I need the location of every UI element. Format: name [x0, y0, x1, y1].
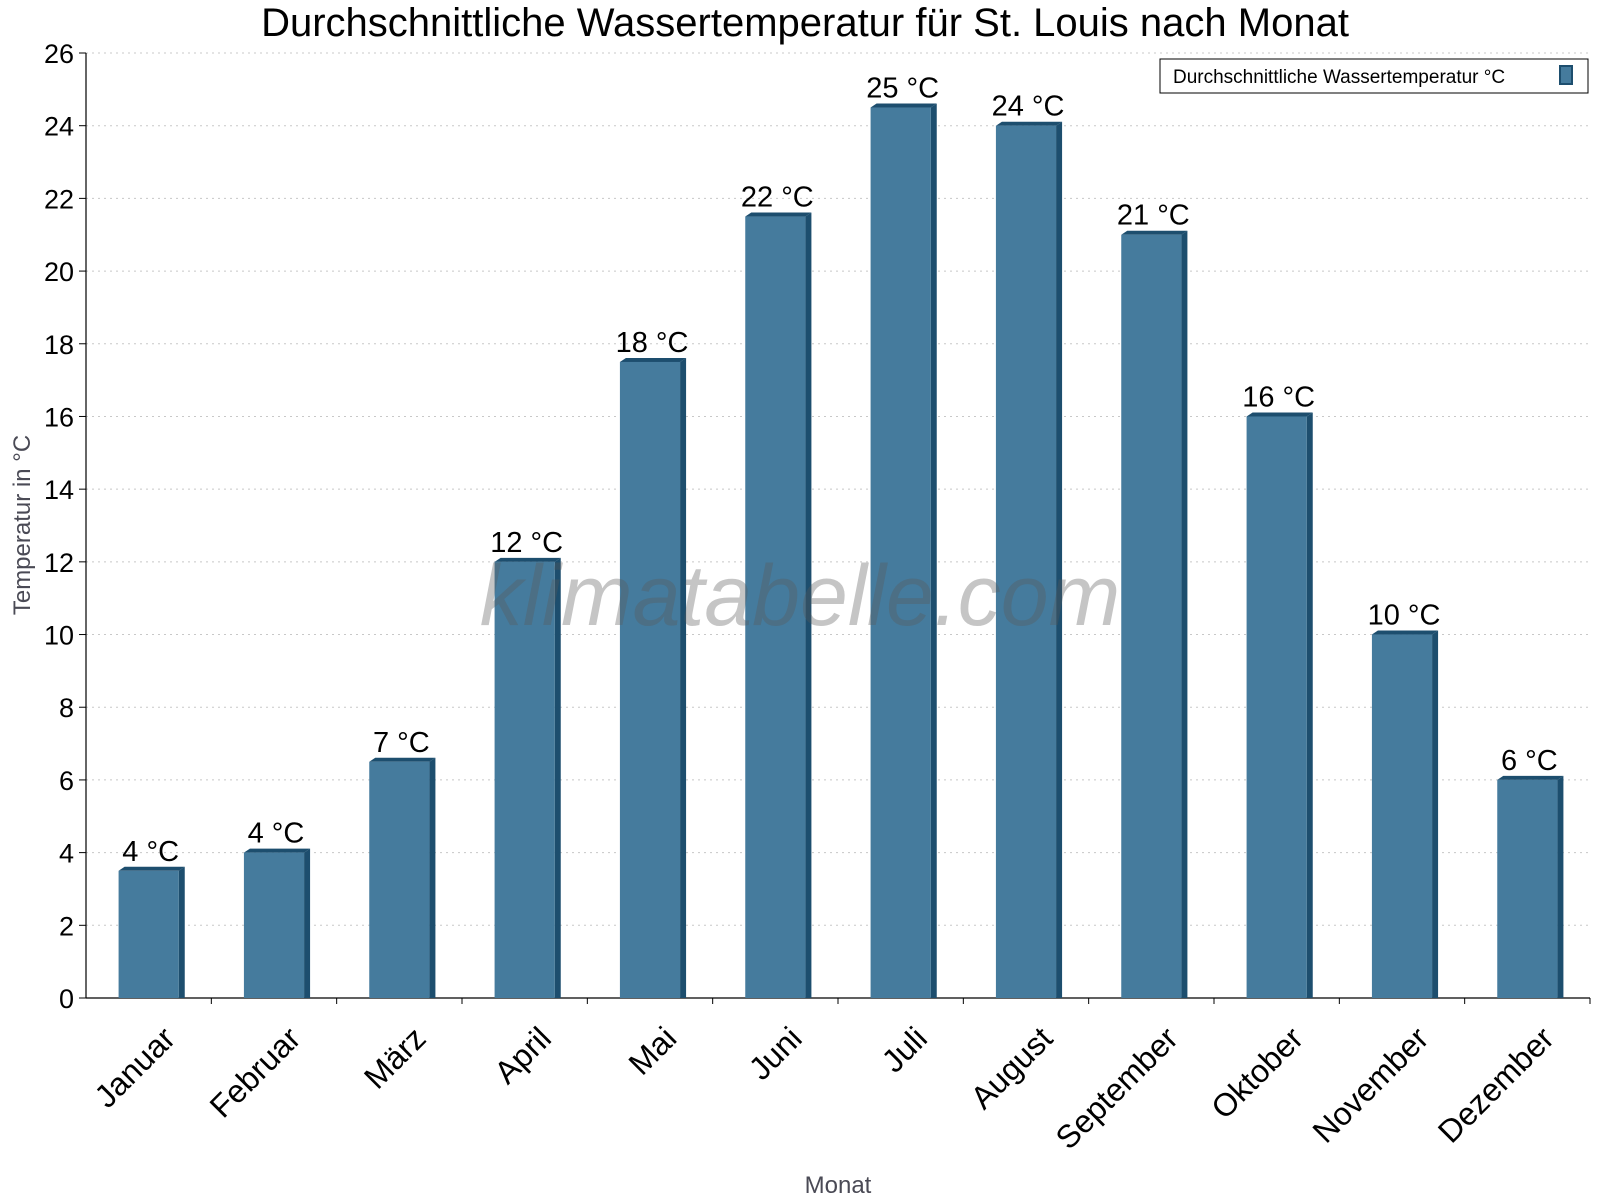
watermark: klimatabelle.com — [480, 548, 1120, 644]
bar-side — [1432, 630, 1439, 998]
x-tick-label: Mai — [621, 1020, 683, 1082]
y-tick-label: 10 — [44, 621, 74, 651]
bar — [1371, 634, 1433, 998]
bar-top — [1371, 630, 1439, 635]
bar — [118, 870, 179, 998]
x-tick-label: Januar — [87, 1020, 182, 1115]
x-axis-title: Monat — [805, 1172, 872, 1199]
x-tick-label: Februar — [203, 1020, 308, 1125]
bar-side — [429, 757, 436, 998]
bar — [1121, 234, 1182, 998]
y-tick-label: 12 — [44, 548, 74, 578]
legend-swatch — [1559, 65, 1573, 85]
x-tick-label: September — [1049, 1020, 1185, 1156]
data-label: 22 °C — [741, 182, 814, 214]
bar — [1246, 416, 1307, 998]
y-tick-label: 4 — [59, 839, 74, 869]
bars — [118, 103, 1564, 999]
bar-top — [369, 757, 436, 762]
chart-title: Durchschnittliche Wassertemperatur für S… — [261, 1, 1349, 45]
bar — [745, 216, 806, 999]
y-tick-label: 14 — [44, 475, 74, 505]
bar-side — [1181, 230, 1188, 998]
bar-side — [1056, 121, 1063, 998]
bar-top — [995, 121, 1063, 126]
y-tick-label: 0 — [59, 984, 74, 1014]
bar-side — [178, 866, 185, 998]
bar-top — [1121, 230, 1188, 235]
bar-top — [745, 212, 812, 217]
bar-top — [243, 848, 311, 853]
bar — [870, 107, 931, 999]
data-label: 4 °C — [248, 818, 305, 850]
bar — [995, 125, 1057, 998]
y-tick-label: 26 — [44, 39, 74, 69]
bar — [494, 561, 555, 998]
y-tick-label: 16 — [44, 402, 74, 432]
bar-side — [554, 557, 561, 998]
data-label: 7 °C — [373, 727, 430, 759]
bar-side — [1557, 775, 1564, 998]
bar — [1497, 779, 1558, 998]
y-tick-label: 24 — [44, 112, 74, 142]
bar — [369, 761, 430, 998]
y-tick-label: 18 — [44, 330, 74, 360]
bar-top — [619, 357, 687, 362]
bar-top — [1246, 412, 1313, 417]
data-labels: 4 °C 4 °C 7 °C 12 °C 18 °C 22 °C 25 °C 24 °C 21 … — [122, 73, 1557, 868]
y-tick-label: 2 — [59, 911, 74, 941]
axes — [85, 53, 1590, 999]
bar-side — [930, 103, 937, 999]
bar-side — [1306, 412, 1313, 998]
x-axis-ticks: Januar Februar März April Mai Juni Juli AugustS… — [87, 998, 1591, 1156]
bar-side — [680, 357, 687, 998]
y-tick-label: 6 — [59, 766, 74, 796]
data-label: 10 °C — [1368, 600, 1441, 632]
data-label: 16 °C — [1242, 381, 1315, 413]
bar-top — [118, 866, 185, 871]
data-label: 21 °C — [1117, 200, 1190, 232]
legend-label: Durchschnittliche Wassertemperatur °C — [1173, 67, 1505, 88]
y-axis-title: Temperatur in °C — [9, 435, 36, 615]
legend: Durchschnittliche Wassertemperatur °C — [1159, 58, 1589, 94]
x-tick-label: Oktober — [1204, 1020, 1310, 1126]
x-tick-label: März — [357, 1020, 433, 1096]
x-tick-label: April — [487, 1020, 558, 1091]
data-label: 6 °C — [1501, 745, 1558, 777]
bar-side — [304, 848, 311, 998]
legend-box — [1159, 58, 1589, 94]
bar-top — [870, 103, 937, 108]
bar — [619, 361, 681, 998]
x-tick-label: Dezember — [1431, 1020, 1561, 1150]
data-label: 25 °C — [866, 73, 939, 105]
y-tick-label: 8 — [59, 693, 74, 723]
bar-top — [494, 557, 561, 562]
y-tick-label: 20 — [44, 257, 74, 287]
bar — [243, 852, 305, 998]
x-tick-label: Juli — [875, 1020, 934, 1079]
bar-side — [805, 212, 812, 999]
y-tick-label: 22 — [44, 184, 74, 214]
data-label: 24 °C — [992, 91, 1065, 123]
x-tick-label: August — [963, 1020, 1059, 1116]
data-label: 4 °C — [122, 836, 179, 868]
gridlines — [86, 52, 1590, 926]
data-label: 12 °C — [490, 527, 563, 559]
bar-top — [1497, 775, 1564, 780]
x-tick-label: November — [1306, 1020, 1436, 1150]
x-tick-label: Juni — [742, 1020, 809, 1087]
data-label: 18 °C — [616, 327, 689, 359]
